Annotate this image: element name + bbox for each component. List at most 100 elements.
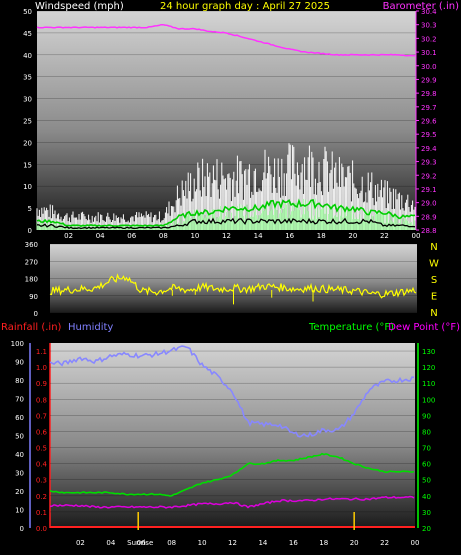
baro-tick-label: 30.4 <box>421 8 437 16</box>
winddir-tick-label: 90 <box>29 293 38 301</box>
baro-tick-label: 30.1 <box>421 49 437 57</box>
wind-x-tick-label: 22 <box>380 232 389 240</box>
winddir-tick-label: 0 <box>34 310 38 318</box>
wind-tick-label: 40 <box>23 52 32 60</box>
temp-x-tick-label: 18 <box>319 539 328 547</box>
wind-x-tick-label: 08 <box>159 232 168 240</box>
temp-x-tick-label: 22 <box>380 539 389 547</box>
temp-x-tick-label: 20 <box>350 539 359 547</box>
rain-tick-label: 0.1 <box>36 509 47 517</box>
wind-tick-label: 30 <box>23 96 32 104</box>
baro-tick-label: 29.2 <box>421 172 437 180</box>
humidity-tick-label: 10 <box>15 507 24 515</box>
rain-tick-label: 0.7 <box>36 412 47 420</box>
wind-x-tick-label: 18 <box>317 232 326 240</box>
temperature-tick-label: 100 <box>422 396 435 404</box>
humidity-tick-label: 40 <box>15 451 24 459</box>
rain-tick-label: 0.2 <box>36 493 47 501</box>
temperature-tick-label: 120 <box>422 364 435 372</box>
temperature-tick-label: 20 <box>422 525 431 533</box>
winddir-tick-label: 180 <box>25 276 38 284</box>
rain-tick-label: 0.8 <box>36 396 47 404</box>
temperature-tick-label: 130 <box>422 348 435 356</box>
temperature-tick-label: 50 <box>422 477 431 485</box>
compass-label-n: N <box>430 242 437 253</box>
wind-tick-label: 5 <box>28 205 32 213</box>
wind-tick-label: 20 <box>23 139 32 147</box>
wind-x-tick-label: 20 <box>348 232 357 240</box>
temperature-tick-label: 70 <box>422 445 431 453</box>
temp-x-tick-label: 14 <box>258 539 267 547</box>
temp-x-tick-label: 08 <box>167 539 176 547</box>
temp-x-tick-label: 16 <box>289 539 298 547</box>
wind-x-tick-label: 02 <box>64 232 73 240</box>
wind-tick-label: 45 <box>23 30 32 38</box>
baro-tick-label: 30.2 <box>421 35 437 43</box>
wind-x-tick-label: 04 <box>96 232 105 240</box>
baro-tick-label: 29.8 <box>421 90 437 98</box>
humidity-line <box>49 345 415 438</box>
baro-tick-label: 29.4 <box>421 145 437 153</box>
temperature-tick-label: 30 <box>422 509 431 517</box>
baro-tick-label: 30.0 <box>421 63 437 71</box>
compass-label-w: W <box>429 259 439 270</box>
rain-tick-label: 1.0 <box>36 364 47 372</box>
humidity-tick-label: 30 <box>15 470 24 478</box>
winddir-tick-label: 360 <box>25 241 38 249</box>
wind-tick-label: 0 <box>28 227 32 235</box>
baro-tick-label: 28.9 <box>421 213 437 221</box>
temperature-tick-label: 110 <box>422 380 435 388</box>
humidity-tick-label: 90 <box>15 359 24 367</box>
wind-x-tick-label: 12 <box>222 232 231 240</box>
winddir-tick-label: 270 <box>25 258 38 266</box>
temp-x-tick-label: 00 <box>411 539 420 547</box>
rain-tick-label: 0.5 <box>36 445 47 453</box>
baro-tick-label: 29.9 <box>421 76 437 84</box>
graph-title: 24 hour graph day : April 27 2025 <box>160 1 330 12</box>
temp-x-tick-label: 10 <box>198 539 207 547</box>
compass-label-s: S <box>431 275 437 286</box>
baro-tick-label: 29.0 <box>421 200 437 208</box>
barometer-axis-title: Barometer (.in) <box>383 1 459 12</box>
baro-tick-label: 29.3 <box>421 159 437 167</box>
compass-label-n: N <box>430 308 437 319</box>
temp-x-tick-label: 06 <box>137 539 146 547</box>
wind-axis-title: Windspeed (mph) <box>35 1 124 12</box>
wind-tick-label: 35 <box>23 74 32 82</box>
temperature-tick-label: 90 <box>422 412 431 420</box>
wind-minimum-line <box>36 217 416 230</box>
temp-x-tick-label: 02 <box>76 539 85 547</box>
temperature-tick-label: 40 <box>422 493 431 501</box>
wind-tick-label: 10 <box>23 183 32 191</box>
wind-x-tick-label: 10 <box>190 232 199 240</box>
temp-x-tick-label: 12 <box>228 539 237 547</box>
rain-tick-label: 0.0 <box>36 525 47 533</box>
humidity-axis-title: Humidity <box>68 322 113 333</box>
temperature-tick-label: 80 <box>422 428 431 436</box>
rain-tick-label: 0.4 <box>36 461 48 469</box>
humidity-tick-label: 80 <box>15 377 24 385</box>
wind-x-tick-label: 06 <box>127 232 136 240</box>
humidity-tick-label: 50 <box>15 433 24 441</box>
baro-tick-label: 29.6 <box>421 118 437 126</box>
rain-axis-title: Rainfall (.in) <box>1 322 62 333</box>
baro-tick-label: 29.1 <box>421 186 437 194</box>
baro-tick-label: 28.8 <box>421 227 437 235</box>
wind-x-tick-label: 14 <box>254 232 263 240</box>
humidity-tick-label: 60 <box>15 414 24 422</box>
sunrise-label: Sunrise <box>127 539 153 547</box>
humidity-tick-label: 20 <box>15 488 24 496</box>
humidity-tick-label: 100 <box>11 340 24 348</box>
wind-tick-label: 50 <box>23 8 32 16</box>
dewpoint-line <box>49 495 415 509</box>
temperature-axis-title: Temperature (°F) <box>308 322 394 333</box>
rain-tick-label: 0.9 <box>36 380 47 388</box>
baro-tick-label: 29.7 <box>421 104 437 112</box>
temperature-line <box>49 452 415 497</box>
baro-tick-label: 29.5 <box>421 131 437 139</box>
wind-tick-label: 25 <box>23 118 32 126</box>
wind-tick-label: 15 <box>23 161 32 169</box>
dewpoint-axis-title: Dew Point (°F) <box>388 322 460 333</box>
